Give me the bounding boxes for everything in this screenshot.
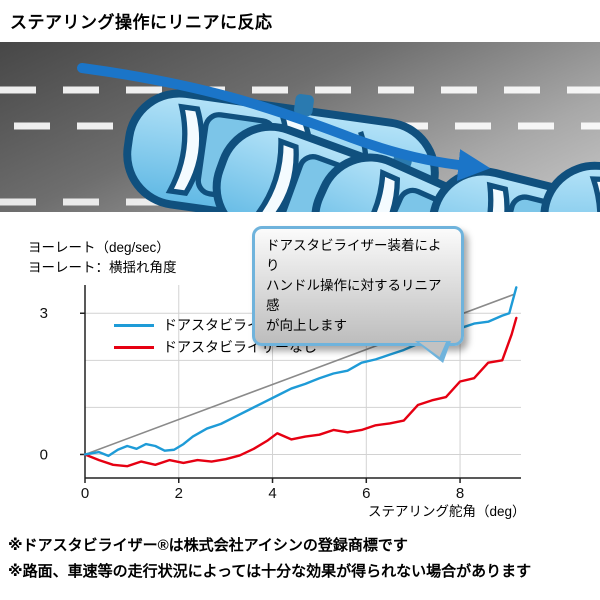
x-tick-label: 8 [456, 485, 464, 502]
road-illustration [0, 42, 600, 212]
legend-swatch-with [114, 323, 154, 327]
x-tick-label: 4 [268, 485, 276, 502]
callout-line-3: が向上します [266, 318, 347, 333]
chart-section: ヨーレート（deg/sec） ヨーレート：横揺れ角度 0 2 4 6 8 0 3 ドアスタビ… [0, 226, 600, 532]
callout-line-1: ドアスタビライザー装着により [266, 238, 442, 273]
x-tick-label: 0 [81, 485, 89, 502]
page-title: ステアリング操作にリニアに反応 [10, 13, 273, 32]
footnotes: ※ドアスタビライザー®は株式会社アイシンの登録商標です ※路面、車速等の走行状況… [8, 533, 531, 585]
x-tick-label: 6 [362, 485, 370, 502]
trajectory-arrow-icon [77, 63, 491, 181]
x-axis-title: ステアリング舵角（deg） [368, 504, 526, 519]
car-icon-5 [542, 148, 600, 212]
x-tick-label: 2 [175, 485, 183, 502]
series-without_stabilizer [83, 316, 518, 468]
footnote-disclaimer: ※路面、車速等の走行状況によっては十分な効果が得られない場合があります [8, 563, 532, 580]
y-tick-label: 3 [40, 305, 48, 322]
callout-bubble: ドアスタビライザー装着により ハンドル操作に対するリニア感 が向上します [252, 226, 464, 363]
callout-line-2: ハンドル操作に対するリニア感 [266, 278, 442, 313]
legend-swatch-without [114, 345, 154, 349]
y-axis-title: ヨーレート（deg/sec） [28, 240, 170, 255]
y-axis-subtitle: ヨーレート：横揺れ角度 [28, 260, 177, 275]
road-svg [0, 63, 600, 212]
y-tick-label: 0 [40, 446, 48, 463]
footnote-trademark: ※ドアスタビライザー®は株式会社アイシンの登録商標です [8, 537, 408, 554]
